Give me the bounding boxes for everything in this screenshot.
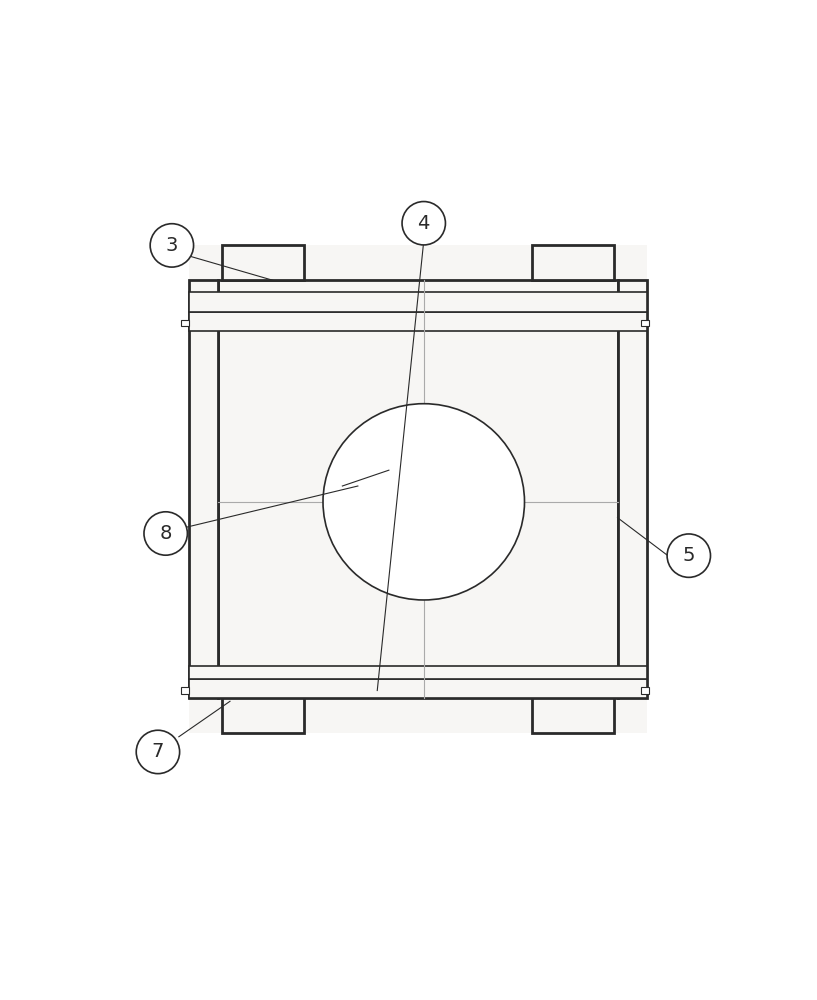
Circle shape bbox=[144, 512, 187, 555]
Bar bbox=[189, 292, 647, 312]
Text: 4: 4 bbox=[417, 214, 430, 233]
Bar bbox=[641, 687, 649, 694]
Bar bbox=[218, 280, 618, 698]
Bar bbox=[641, 320, 649, 326]
Bar bbox=[189, 280, 218, 698]
Text: 3: 3 bbox=[166, 236, 178, 255]
Bar bbox=[189, 666, 647, 679]
Bar bbox=[532, 245, 614, 280]
Bar bbox=[181, 320, 189, 326]
Circle shape bbox=[150, 224, 194, 267]
Ellipse shape bbox=[323, 404, 525, 600]
Text: 8: 8 bbox=[159, 524, 172, 543]
Bar bbox=[222, 698, 304, 733]
Bar bbox=[222, 245, 304, 280]
Bar bbox=[181, 687, 189, 694]
Bar bbox=[189, 245, 647, 733]
Bar bbox=[189, 679, 647, 698]
Circle shape bbox=[667, 534, 711, 577]
Bar bbox=[532, 698, 614, 733]
Bar bbox=[618, 280, 647, 698]
Text: 7: 7 bbox=[152, 742, 164, 761]
Circle shape bbox=[136, 730, 180, 774]
Bar bbox=[189, 312, 647, 331]
Circle shape bbox=[402, 202, 445, 245]
Text: 5: 5 bbox=[682, 546, 695, 565]
